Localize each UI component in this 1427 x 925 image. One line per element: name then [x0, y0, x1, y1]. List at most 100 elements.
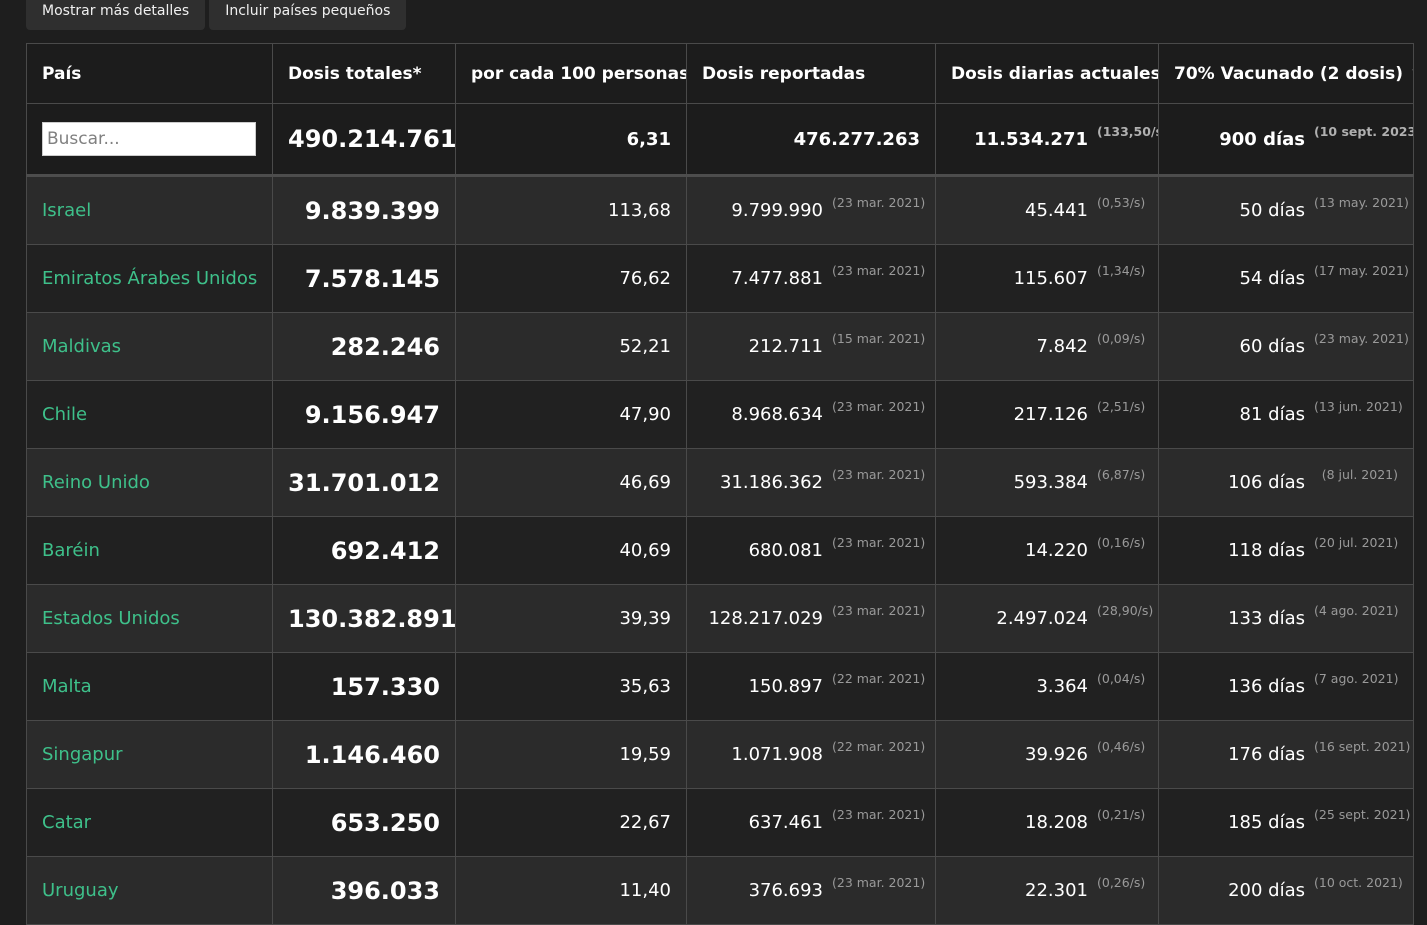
- days-to-70: 81 días: [1239, 404, 1305, 425]
- reported-doses: 31.186.362: [719, 472, 823, 493]
- column-header-country[interactable]: País: [26, 43, 273, 104]
- per-100: 22,67: [455, 788, 687, 857]
- summary-reported-doses: 476.277.263: [686, 103, 936, 177]
- daily-rate: (0,04/s): [1097, 671, 1146, 686]
- table-row: Maldivas 282.246 52,21 212.711 (15 mar. 2021…: [26, 312, 1414, 381]
- country-cell: Israel: [26, 175, 273, 245]
- column-header-daily-doses[interactable]: Dosis diarias actuales: [935, 43, 1159, 104]
- table-row: Estados Unidos 130.382.891 39,39 128.217.02…: [26, 584, 1414, 653]
- reported-doses: 9.799.990: [731, 200, 823, 221]
- country-cell: Estados Unidos: [26, 584, 273, 653]
- daily-doses: 14.220: [1025, 540, 1088, 561]
- total-doses: 7.578.145: [272, 244, 456, 313]
- days-to-70: 118 días: [1228, 540, 1305, 561]
- reported-doses: 8.968.634: [731, 404, 823, 425]
- days-to-70: 54 días: [1239, 268, 1305, 289]
- daily-doses-cell: 22.301 (0,26/s): [935, 856, 1159, 925]
- target-date: (23 may. 2021): [1314, 331, 1409, 346]
- search-cell: [26, 103, 273, 177]
- per-100: 52,21: [455, 312, 687, 381]
- daily-rate: (0,46/s): [1097, 739, 1146, 754]
- summary-row: 490.214.761 6,31 476.277.263 11.534.271 …: [26, 103, 1414, 177]
- daily-doses-cell: 115.607 (1,34/s): [935, 244, 1159, 313]
- target-date: (8 jul. 2021): [1321, 467, 1398, 482]
- days-to-70: 60 días: [1239, 336, 1305, 357]
- reported-doses-cell: 31.186.362 (23 mar. 2021): [686, 448, 936, 517]
- days-to-70: 185 días: [1228, 812, 1305, 833]
- table-row: Reino Unido 31.701.012 46,69 31.186.362 (23 …: [26, 448, 1414, 517]
- vaccination-table: País Dosis totales* por cada 100 persona…: [26, 43, 1414, 925]
- daily-rate: (6,87/s): [1097, 467, 1146, 482]
- total-doses: 9.156.947: [272, 380, 456, 449]
- country-cell: Catar: [26, 788, 273, 857]
- daily-doses: 7.842: [1036, 336, 1088, 357]
- total-doses: 130.382.891: [272, 584, 456, 653]
- column-header-reported-doses[interactable]: Dosis reportadas: [686, 43, 936, 104]
- column-header-70-vaccinated[interactable]: 70% Vacunado (2 dosis) ↑: [1158, 43, 1414, 104]
- summary-daily-rate: (133,50/s): [1097, 123, 1158, 139]
- reported-doses: 212.711: [748, 336, 823, 357]
- daily-doses: 593.384: [1013, 472, 1088, 493]
- reported-doses: 7.477.881: [731, 268, 823, 289]
- reported-doses-cell: 376.693 (23 mar. 2021): [686, 856, 936, 925]
- include-small-countries-button[interactable]: Incluir países pequeños: [209, 0, 407, 30]
- daily-doses-cell: 217.126 (2,51/s): [935, 380, 1159, 449]
- column-header-total-doses[interactable]: Dosis totales*: [272, 43, 456, 104]
- reported-date: (15 mar. 2021): [832, 331, 926, 346]
- search-input[interactable]: [42, 122, 256, 156]
- days-to-70: 176 días: [1228, 744, 1305, 765]
- reported-doses-cell: 637.461 (23 mar. 2021): [686, 788, 936, 857]
- column-header-per-100[interactable]: por cada 100 personas: [455, 43, 687, 104]
- country-link[interactable]: Maldivas: [42, 336, 122, 357]
- country-link[interactable]: Baréin: [42, 540, 100, 561]
- country-link[interactable]: Estados Unidos: [42, 608, 180, 629]
- total-doses: 31.701.012: [272, 448, 456, 517]
- table-row: Israel 9.839.399 113,68 9.799.990 (23 mar. 2…: [26, 175, 1414, 245]
- days-to-70: 200 días: [1228, 880, 1305, 901]
- per-100: 47,90: [455, 380, 687, 449]
- table-row: Catar 653.250 22,67 637.461 (23 mar. 2021) 18…: [26, 788, 1414, 857]
- country-link[interactable]: Israel: [42, 200, 92, 221]
- country-link[interactable]: Singapur: [42, 744, 123, 765]
- reported-doses-cell: 680.081 (23 mar. 2021): [686, 516, 936, 585]
- country-cell: Reino Unido: [26, 448, 273, 517]
- country-link[interactable]: Catar: [42, 812, 92, 833]
- table-row: Emiratos Árabes Unidos 7.578.145 76,62 7.47…: [26, 244, 1414, 313]
- reported-doses-cell: 8.968.634 (23 mar. 2021): [686, 380, 936, 449]
- days-to-70-cell: 185 días (25 sept. 2021): [1158, 788, 1414, 857]
- daily-rate: (0,26/s): [1097, 875, 1146, 890]
- summary-daily-doses: 11.534.271: [974, 128, 1088, 150]
- target-date: (13 jun. 2021): [1314, 399, 1403, 414]
- country-link[interactable]: Uruguay: [42, 880, 119, 901]
- summary-daily-doses-cell: 11.534.271 (133,50/s): [935, 103, 1159, 177]
- reported-date: (23 mar. 2021): [832, 263, 926, 278]
- target-date: (4 ago. 2021): [1314, 603, 1399, 618]
- summary-target-date: (10 sept. 2023): [1314, 123, 1414, 139]
- country-cell: Malta: [26, 652, 273, 721]
- daily-rate: (28,90/s): [1097, 603, 1154, 618]
- table-row: Chile 9.156.947 47,90 8.968.634 (23 mar. 202…: [26, 380, 1414, 449]
- show-more-details-button[interactable]: Mostrar más detalles: [26, 0, 206, 30]
- daily-rate: (1,34/s): [1097, 263, 1146, 278]
- target-date: (7 ago. 2021): [1314, 671, 1399, 686]
- total-doses: 692.412: [272, 516, 456, 585]
- country-link[interactable]: Emiratos Árabes Unidos: [42, 268, 258, 289]
- table-row: Malta 157.330 35,63 150.897 (22 mar. 2021) 3.…: [26, 652, 1414, 721]
- table-row: Uruguay 396.033 11,40 376.693 (23 mar. 2021)…: [26, 856, 1414, 925]
- days-to-70-cell: 54 días (17 may. 2021): [1158, 244, 1414, 313]
- days-to-70-cell: 60 días (23 may. 2021): [1158, 312, 1414, 381]
- reported-doses-cell: 7.477.881 (23 mar. 2021): [686, 244, 936, 313]
- reported-date: (23 mar. 2021): [832, 399, 926, 414]
- target-date: (20 jul. 2021): [1314, 535, 1399, 550]
- total-doses: 653.250: [272, 788, 456, 857]
- reported-doses-cell: 150.897 (22 mar. 2021): [686, 652, 936, 721]
- country-link[interactable]: Reino Unido: [42, 472, 150, 493]
- reported-doses: 637.461: [748, 812, 823, 833]
- days-to-70-cell: 176 días (16 sept. 2021): [1158, 720, 1414, 789]
- daily-doses-cell: 18.208 (0,21/s): [935, 788, 1159, 857]
- daily-doses: 217.126: [1013, 404, 1088, 425]
- country-link[interactable]: Malta: [42, 676, 92, 697]
- days-to-70-cell: 81 días (13 jun. 2021): [1158, 380, 1414, 449]
- days-to-70-cell: 133 días (4 ago. 2021): [1158, 584, 1414, 653]
- country-link[interactable]: Chile: [42, 404, 88, 425]
